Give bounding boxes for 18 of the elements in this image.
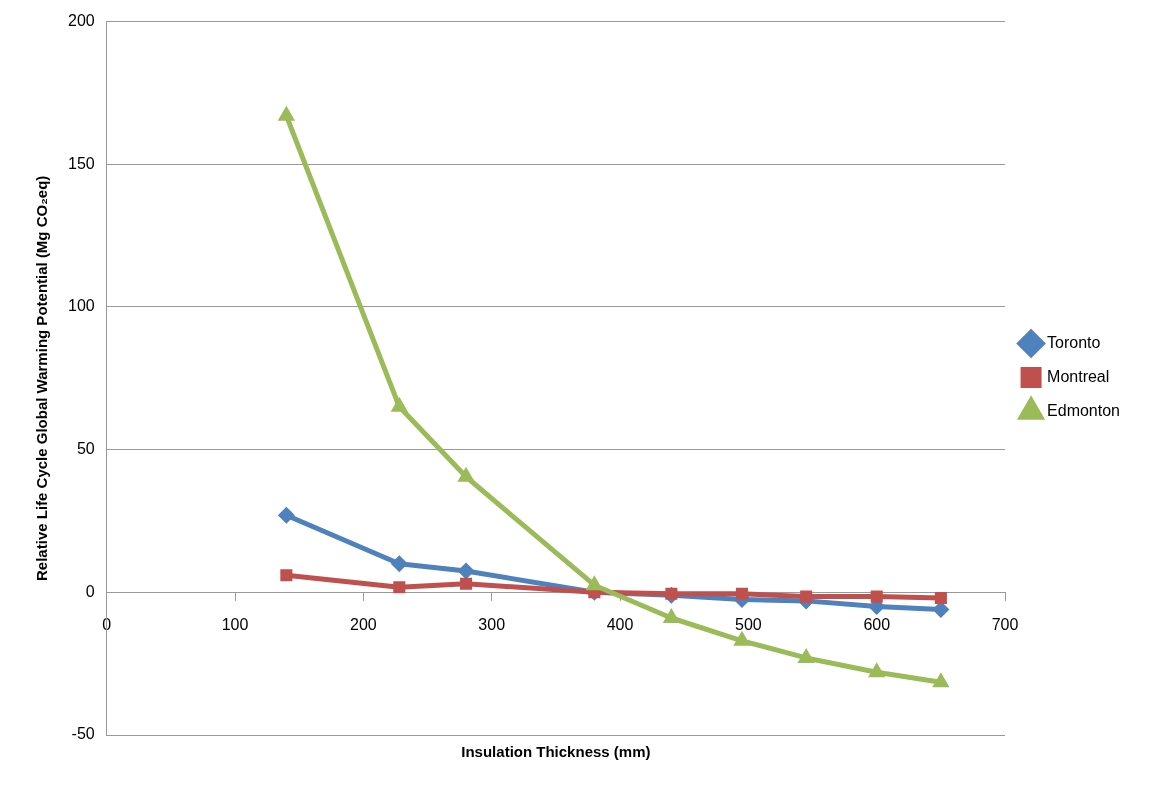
x-tick-label: 400 xyxy=(606,616,634,634)
legend-label: Edmonton xyxy=(1047,401,1120,419)
x-tick-label: 300 xyxy=(478,616,506,634)
y-tick-label: 100 xyxy=(67,297,95,315)
y-axis-title: Relative Life Cycle Global Warming Potential (Mg CO₂eq) xyxy=(33,175,51,581)
y-tick-label: 0 xyxy=(85,582,95,600)
x-tick-label: 600 xyxy=(863,616,891,634)
x-tick-label: 100 xyxy=(221,616,249,634)
y-tick-label: 50 xyxy=(76,440,95,458)
y-tick-label: -50 xyxy=(71,725,95,743)
x-tick-label: 500 xyxy=(735,616,762,634)
y-tick-label: 200 xyxy=(67,12,95,30)
x-axis-title: Insulation Thickness (mm) xyxy=(461,742,651,760)
y-tick-label: 150 xyxy=(67,154,95,172)
legend-label: Montreal xyxy=(1047,367,1110,385)
x-tick-label: 700 xyxy=(991,616,1019,634)
x-tick-label: 200 xyxy=(350,616,377,634)
legend-label: Toronto xyxy=(1047,333,1101,351)
